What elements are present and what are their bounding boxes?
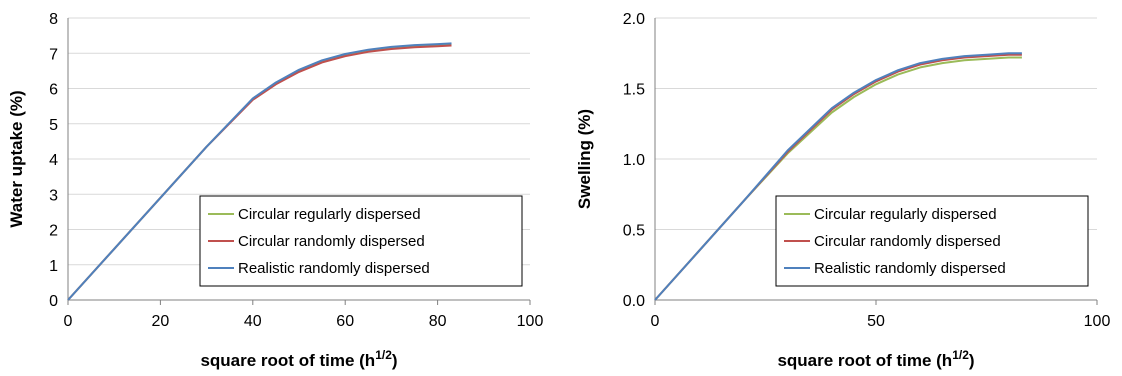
y-tick-label: 0.5 (623, 223, 645, 240)
legend: Circular regularly dispersed Circular ran… (775, 195, 1089, 287)
x-tick-label: 60 (336, 313, 354, 330)
y-tick-label: 1.5 (623, 82, 645, 99)
legend-label: Realistic randomly dispersed (814, 260, 1006, 277)
x-tick-label: 100 (517, 313, 544, 330)
y-tick-label: 5 (49, 117, 58, 134)
x-tick-label: 80 (429, 313, 447, 330)
legend-label: Circular randomly dispersed (814, 233, 1001, 250)
legend-box (199, 195, 523, 287)
x-tick-label: 100 (1084, 313, 1111, 330)
legend-box (775, 195, 1089, 287)
y-tick-label: 4 (49, 152, 58, 169)
y-tick-label: 7 (49, 46, 58, 63)
y-tick-label: 0.0 (623, 293, 645, 310)
x-tick-label: 50 (867, 313, 885, 330)
x-tick-label: 0 (64, 313, 73, 330)
y-tick-label: 3 (49, 187, 58, 204)
x-tick-label: 20 (152, 313, 170, 330)
y-tick-label: 6 (49, 82, 58, 99)
y-tick-label: 1 (49, 258, 58, 275)
y-tick-label: 8 (49, 11, 58, 28)
x-axis-title: square root of time (h1/2) (777, 348, 974, 370)
series-line-3 (654, 52, 1022, 301)
x-tick-label: 40 (244, 313, 262, 330)
legend: Circular regularly dispersed Circular ran… (199, 195, 523, 287)
series-line-3 (67, 42, 452, 301)
y-axis-title: Swelling (%) (575, 109, 594, 209)
y-tick-label: 0 (49, 293, 58, 310)
y-tick-label: 2 (49, 223, 58, 240)
chart-2: 0.0 0.5 1.0 1.5 2.0 0 50 100 Swelling (%) square … (575, 11, 1110, 370)
legend-label: Circular randomly dispersed (238, 233, 425, 250)
legend-label: Circular regularly dispersed (238, 206, 421, 223)
y-axis-title: Water uptake (%) (7, 90, 26, 227)
y-tick-label: 2.0 (623, 11, 645, 28)
legend-label: Circular regularly dispersed (814, 206, 997, 223)
x-axis-title: square root of time (h1/2) (200, 348, 397, 370)
x-tick-label: 0 (651, 313, 660, 330)
y-tick-label: 1.0 (623, 152, 645, 169)
legend-label: Realistic randomly dispersed (238, 260, 430, 277)
